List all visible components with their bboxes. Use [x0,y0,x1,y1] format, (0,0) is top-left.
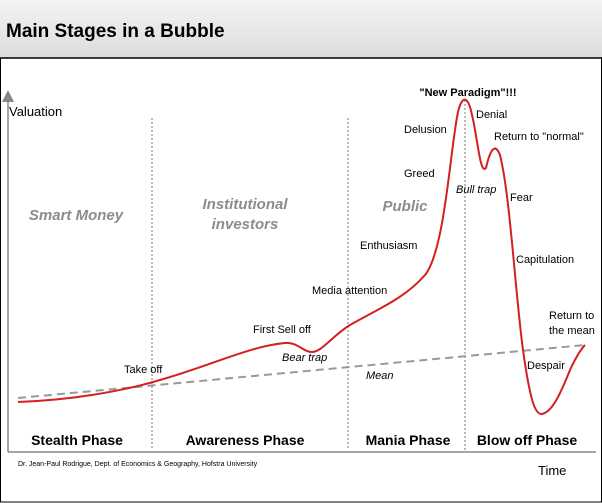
header-band [0,0,602,58]
annotation: Mean [366,370,394,382]
group-label: Institutional [203,196,289,213]
annotation: Return to "normal" [494,131,584,143]
annotation: "New Paradigm"!!! [419,87,516,99]
phase-label: Blow off Phase [477,432,578,448]
annotation: Despair [527,360,565,372]
title: Main Stages in a Bubble [6,21,225,42]
annotation: First Sell off [253,324,312,336]
phase-label: Stealth Phase [31,432,123,448]
annotation: Enthusiasm [360,240,417,252]
annotation: Denial [476,109,507,121]
annotation: Delusion [404,124,447,136]
bubble-curve [17,98,586,415]
annotation: Bull trap [456,184,496,196]
annotation: Media attention [312,285,387,297]
group-label: Smart Money [29,207,124,224]
phase-label: Awareness Phase [186,432,305,448]
annotation: Fear [510,192,533,204]
y-axis-label: Valuation [9,104,62,119]
phase-dividers [151,100,466,450]
credit: Dr. Jean-Paul Rodrigue, Dept. of Economi… [18,461,258,468]
phase-label: Mania Phase [366,432,451,448]
group-label: Public [382,198,428,215]
annotation: Bear trap [282,352,327,364]
annotation: Return to [549,310,594,322]
annotation: Capitulation [516,254,574,266]
mean-line [17,344,586,399]
group-label: investors [212,216,279,233]
annotation: the mean [549,325,595,337]
x-axis-label: Time [538,463,566,478]
annotation: Greed [404,168,435,180]
annotation: Take off [124,364,163,376]
